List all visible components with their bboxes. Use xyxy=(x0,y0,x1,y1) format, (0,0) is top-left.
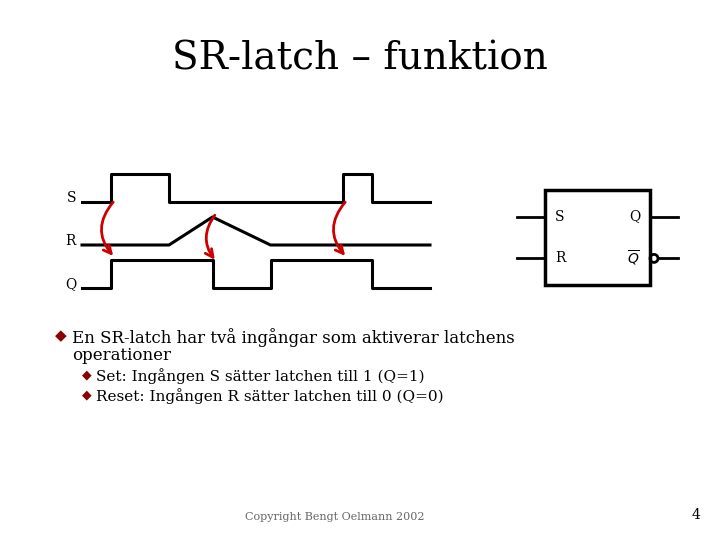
Text: R: R xyxy=(66,234,76,248)
Text: S: S xyxy=(555,210,564,224)
Text: Set: Ingången S sätter latchen till 1 (Q=1): Set: Ingången S sätter latchen till 1 (Q… xyxy=(96,368,425,384)
Text: $\overline{Q}$: $\overline{Q}$ xyxy=(627,249,640,268)
Text: Q: Q xyxy=(65,277,76,291)
Text: operationer: operationer xyxy=(72,347,171,364)
Bar xyxy=(545,190,650,285)
Text: ◆: ◆ xyxy=(82,368,91,381)
Text: 4: 4 xyxy=(691,508,700,522)
Text: ◆: ◆ xyxy=(82,388,91,401)
Text: Reset: Ingången R sätter latchen till 0 (Q=0): Reset: Ingången R sätter latchen till 0 … xyxy=(96,388,444,404)
Text: Q: Q xyxy=(629,210,640,224)
Text: SR-latch – funktion: SR-latch – funktion xyxy=(172,40,548,77)
Text: ◆: ◆ xyxy=(55,328,67,343)
Text: Copyright Bengt Oelmann 2002: Copyright Bengt Oelmann 2002 xyxy=(246,512,425,522)
Text: En SR-latch har två ingångar som aktiverar latchens: En SR-latch har två ingångar som aktiver… xyxy=(72,328,515,347)
Text: S: S xyxy=(66,191,76,205)
Text: R: R xyxy=(555,252,565,265)
